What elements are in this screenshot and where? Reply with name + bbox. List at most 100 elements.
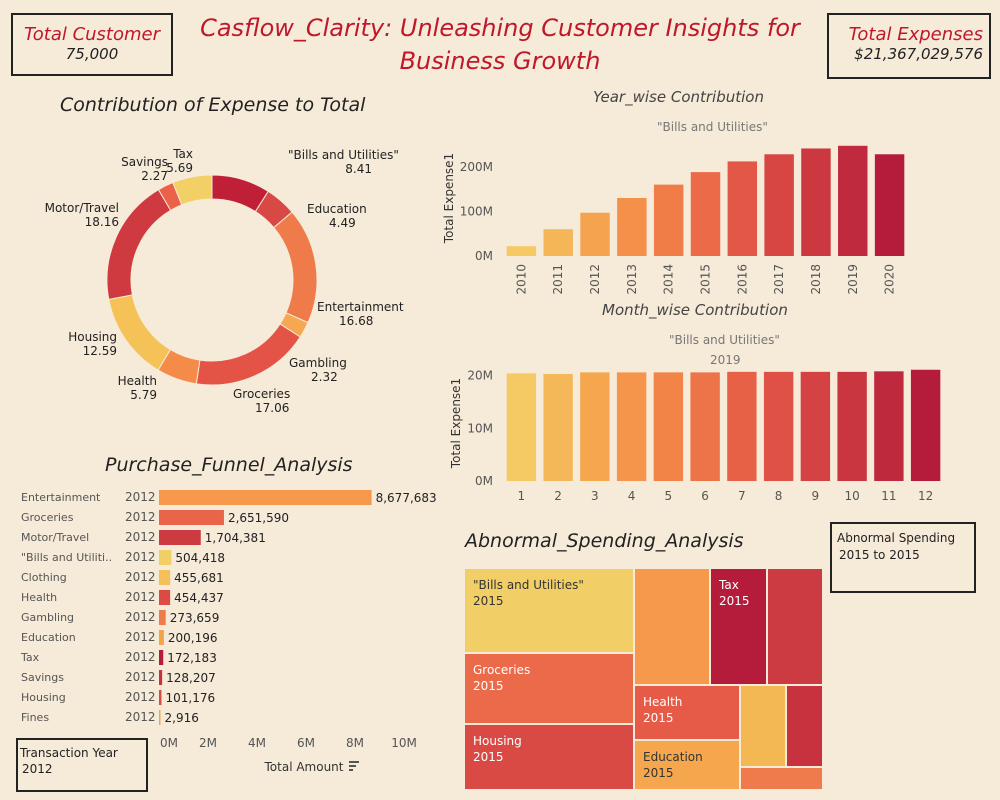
treemap-cell-groceries[interactable]: Groceries 2015 <box>464 653 634 724</box>
funnel-year-label: 2012 <box>125 570 156 584</box>
y-tick-label: 10M <box>467 421 493 435</box>
bar <box>506 246 537 256</box>
transaction-year-filter[interactable]: Transaction Year 2012 <box>16 738 148 792</box>
treemap-cell-health[interactable]: Health 2015 <box>634 685 740 740</box>
x-tick-label: 2016 <box>735 264 749 295</box>
funnel-category-label: Education <box>21 631 76 644</box>
treemap-cell-unlabeled[interactable] <box>740 767 823 790</box>
funnel-bar <box>159 630 164 645</box>
bar <box>764 154 794 256</box>
bar <box>616 372 647 481</box>
y-tick-label: 200M <box>460 160 493 174</box>
x-tick-label: 2020 <box>883 264 897 295</box>
treemap-cell-bills[interactable]: "Bills and Utilities" 2015 <box>464 568 634 653</box>
funnel-bar <box>159 610 166 625</box>
page-title: Casflow_Clarity: Unleashing Customer Ins… <box>200 14 800 75</box>
donut-slice-label: Health <box>118 374 157 388</box>
treemap-cell-tax[interactable]: Tax 2015 <box>710 568 767 685</box>
donut-slice-label: Motor/Travel <box>45 201 119 215</box>
x-tick-label: 10 <box>844 489 859 503</box>
treemap-cell-unlabeled[interactable] <box>634 568 710 685</box>
funnel-year-label: 2012 <box>125 710 156 724</box>
donut-slice <box>172 174 213 206</box>
donut-slice-value: 17.06 <box>255 401 289 415</box>
funnel-value-label: 2,651,590 <box>228 511 289 525</box>
y-axis-title: Total Expense1 <box>442 153 456 244</box>
month-chart-subtitle-year: 2019 <box>710 353 741 367</box>
month-chart-title: Month_wise Contribution <box>602 301 788 319</box>
bar <box>801 148 831 256</box>
abnormal-spending-filter-value: 2015 to 2015 <box>839 548 920 562</box>
treemap-cell-unlabeled[interactable] <box>767 568 823 685</box>
donut-slice-value: 4.49 <box>329 216 356 230</box>
bar <box>653 184 684 256</box>
x-tick-label: 5 <box>665 489 673 503</box>
x-tick-label: 1 <box>518 489 526 503</box>
bar <box>838 145 868 256</box>
donut-slice-label: Groceries <box>233 387 290 401</box>
bar <box>653 372 684 481</box>
donut-slice-label: Entertainment <box>317 300 404 314</box>
year-bar-chart: Total Expense1 0M 100M 200M 2010 2011 2012 2013… <box>442 145 905 295</box>
x-tick-label: 2014 <box>662 264 676 295</box>
bar <box>800 371 831 481</box>
funnel-bar <box>159 510 224 525</box>
donut-slice-label: Gambling <box>289 356 347 370</box>
x-tick-label: 2018 <box>809 264 823 295</box>
funnel-category-label: Motor/Travel <box>21 531 89 544</box>
y-axis-title: Total Expense1 <box>449 378 463 469</box>
bar <box>690 372 720 481</box>
donut-title: Contribution of Expense to Total <box>60 94 366 116</box>
y-tick-label: 100M <box>460 204 493 218</box>
funnel-category-label: Fines <box>21 711 49 724</box>
x-tick-label: 11 <box>881 489 896 503</box>
treemap-cell-year: 2015 <box>643 711 674 725</box>
donut-slice-value: 12.59 <box>83 344 117 358</box>
x-tick-label: 0M <box>160 736 178 750</box>
funnel-category-label: Housing <box>21 691 66 704</box>
treemap-cell-label: Housing <box>473 734 522 748</box>
treemap-cell-education[interactable]: Education 2015 <box>634 740 740 790</box>
funnel-category-label: Entertainment <box>21 491 101 504</box>
bar <box>910 369 941 481</box>
treemap-cell-label: Groceries <box>473 663 531 677</box>
donut-slice <box>195 323 301 386</box>
bar <box>580 372 610 481</box>
donut-slice-value: 8.41 <box>345 162 372 176</box>
donut-slice-value: 2.32 <box>311 370 338 384</box>
funnel-value-label: 128,207 <box>166 671 216 685</box>
treemap-cell-unlabeled[interactable] <box>786 685 823 767</box>
bar <box>763 371 794 481</box>
funnel-value-label: 2,916 <box>165 711 199 725</box>
treemap-cell-unlabeled[interactable] <box>740 685 786 767</box>
treemap-cell-year: 2015 <box>643 766 674 780</box>
funnel-category-label: Health <box>21 591 57 604</box>
funnel-category-label: Groceries <box>21 511 74 524</box>
funnel-value-label: 273,659 <box>170 611 220 625</box>
sort-icon <box>349 765 356 767</box>
treemap-title: Abnormal_Spending_Analysis <box>465 530 744 552</box>
treemap-cell-year: 2015 <box>719 594 750 608</box>
x-tick-label: 12 <box>918 489 933 503</box>
y-tick-label: 20M <box>467 369 493 383</box>
funnel-value-label: 454,437 <box>174 591 224 605</box>
funnel-bar <box>159 710 161 725</box>
donut-slice-value: 2.27 <box>141 169 168 183</box>
total-customer-label: Total Customer <box>23 24 161 45</box>
funnel-value-label: 172,183 <box>167 651 217 665</box>
bar <box>690 172 721 256</box>
y-tick-label: 0M <box>475 249 493 263</box>
funnel-year-label: 2012 <box>125 590 156 604</box>
funnel-bar <box>159 490 372 505</box>
abnormal-spending-filter[interactable]: Abnormal Spending 2015 to 2015 <box>830 522 976 593</box>
x-tick-label: 4M <box>248 736 266 750</box>
donut-slice-label: Tax <box>172 147 193 161</box>
funnel-year-label: 2012 <box>125 490 156 504</box>
donut-slice-label: "Bills and Utilities" <box>288 148 399 162</box>
treemap-cell-housing[interactable]: Housing 2015 <box>464 724 634 790</box>
x-tick-label: 2010 <box>514 264 528 295</box>
bar <box>617 198 647 256</box>
transaction-year-filter-label: Transaction Year <box>20 746 118 760</box>
